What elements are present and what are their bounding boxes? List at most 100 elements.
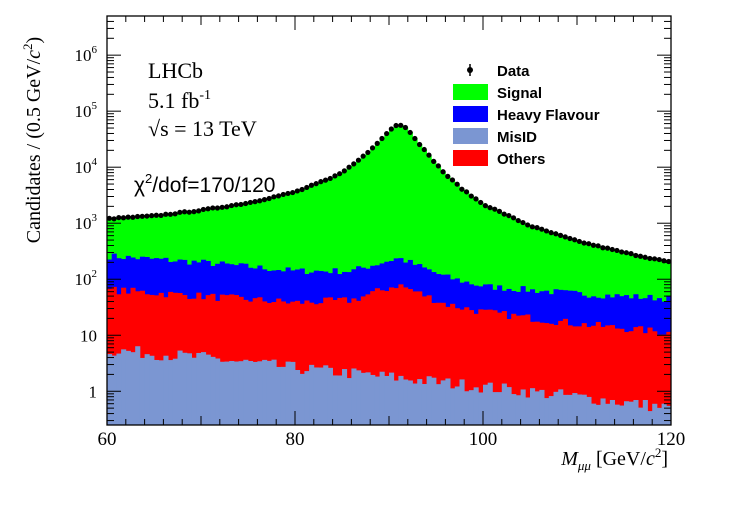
hist-bin — [473, 387, 479, 425]
hist-bin — [370, 374, 376, 425]
hist-bin — [530, 388, 536, 425]
hist-bin — [229, 360, 235, 425]
hist-bin — [346, 378, 352, 425]
hist-bin — [205, 354, 211, 425]
hist-bin — [299, 373, 305, 425]
hist-bin — [431, 302, 437, 425]
y-axis-label: Candidates / (0.5 GeV/c2) — [20, 37, 45, 243]
data-point — [440, 169, 446, 175]
data-point — [290, 189, 296, 196]
hist-bin — [327, 297, 333, 425]
data-point — [275, 193, 282, 199]
data-point — [247, 199, 253, 206]
data-point — [261, 197, 268, 203]
hist-bin — [633, 399, 639, 425]
hist-bin — [530, 321, 536, 425]
hist-bin — [125, 350, 131, 425]
data-point — [604, 245, 611, 251]
hist-bin — [309, 302, 315, 425]
data-point — [647, 255, 653, 262]
data-point — [463, 189, 470, 195]
hist-bin — [158, 292, 164, 425]
hist-bin — [238, 361, 244, 425]
y-tick-label: 104 — [75, 156, 98, 177]
legend-swatch — [453, 84, 488, 100]
legend-entry: MisID — [453, 128, 537, 146]
data-point — [233, 202, 239, 208]
data-point — [520, 219, 526, 226]
data-point — [454, 181, 460, 187]
hist-bin — [539, 389, 545, 425]
data-point — [426, 152, 432, 158]
hist-bin — [614, 404, 620, 425]
data-point — [407, 129, 413, 136]
data-point — [416, 141, 423, 148]
hist-bin — [525, 397, 531, 425]
hist-bin — [586, 326, 592, 425]
hist-bin — [436, 302, 442, 425]
data-point — [360, 153, 366, 159]
hist-bin — [459, 309, 465, 425]
legend-label: Data — [497, 63, 530, 80]
data-point — [506, 212, 512, 219]
data-point — [609, 246, 615, 253]
data-point — [651, 256, 658, 262]
hist-bin — [511, 394, 517, 425]
data-point — [214, 205, 221, 211]
data-point — [130, 214, 136, 220]
hist-bin — [666, 331, 671, 425]
data-point — [125, 214, 131, 220]
data-point — [567, 235, 573, 242]
hist-bin — [168, 360, 174, 425]
hist-bin — [238, 296, 244, 425]
hist-bin — [374, 288, 380, 425]
data-point — [308, 182, 315, 188]
data-point — [120, 215, 127, 221]
data-point — [369, 145, 376, 151]
hist-bin — [492, 392, 498, 425]
hist-bin — [619, 405, 625, 425]
legend-label: MisID — [497, 129, 537, 146]
legend-marker — [467, 67, 473, 73]
hist-bin — [661, 334, 667, 425]
hist-bin — [266, 360, 272, 425]
hist-bin — [478, 309, 484, 425]
hist-bin — [327, 367, 333, 425]
hist-bin — [252, 298, 258, 425]
data-point — [614, 247, 620, 254]
data-point — [107, 215, 112, 221]
data-point — [557, 232, 564, 238]
data-point — [304, 184, 310, 191]
hist-bin — [609, 399, 615, 425]
hist-bin — [182, 352, 188, 425]
hist-bin — [450, 388, 456, 425]
hist-bin — [548, 323, 554, 425]
hist-bin — [525, 314, 531, 425]
hist-bin — [562, 318, 568, 425]
hist-bin — [158, 360, 164, 425]
data-point — [116, 214, 122, 221]
data-point — [398, 122, 404, 128]
data-point — [445, 173, 451, 179]
hist-bin — [572, 393, 578, 425]
hist-bin — [356, 300, 362, 425]
hist-bin — [647, 327, 653, 425]
hist-bin — [506, 387, 512, 425]
data-point — [351, 161, 357, 167]
data-point — [327, 175, 333, 182]
hist-bin — [454, 308, 460, 425]
data-point — [294, 188, 300, 194]
data-point — [313, 181, 319, 187]
hist-bin — [624, 401, 630, 425]
legend-entry: Signal — [453, 84, 542, 102]
data-point — [501, 211, 507, 217]
hist-bin — [219, 361, 225, 425]
data-point — [299, 186, 305, 193]
hist-bin — [407, 289, 413, 425]
hist-bin — [619, 328, 625, 425]
data-point — [656, 256, 662, 263]
hist-bin — [624, 332, 630, 425]
hist-bin — [144, 354, 150, 425]
hist-bin — [389, 372, 395, 425]
hist-bin — [511, 313, 517, 425]
